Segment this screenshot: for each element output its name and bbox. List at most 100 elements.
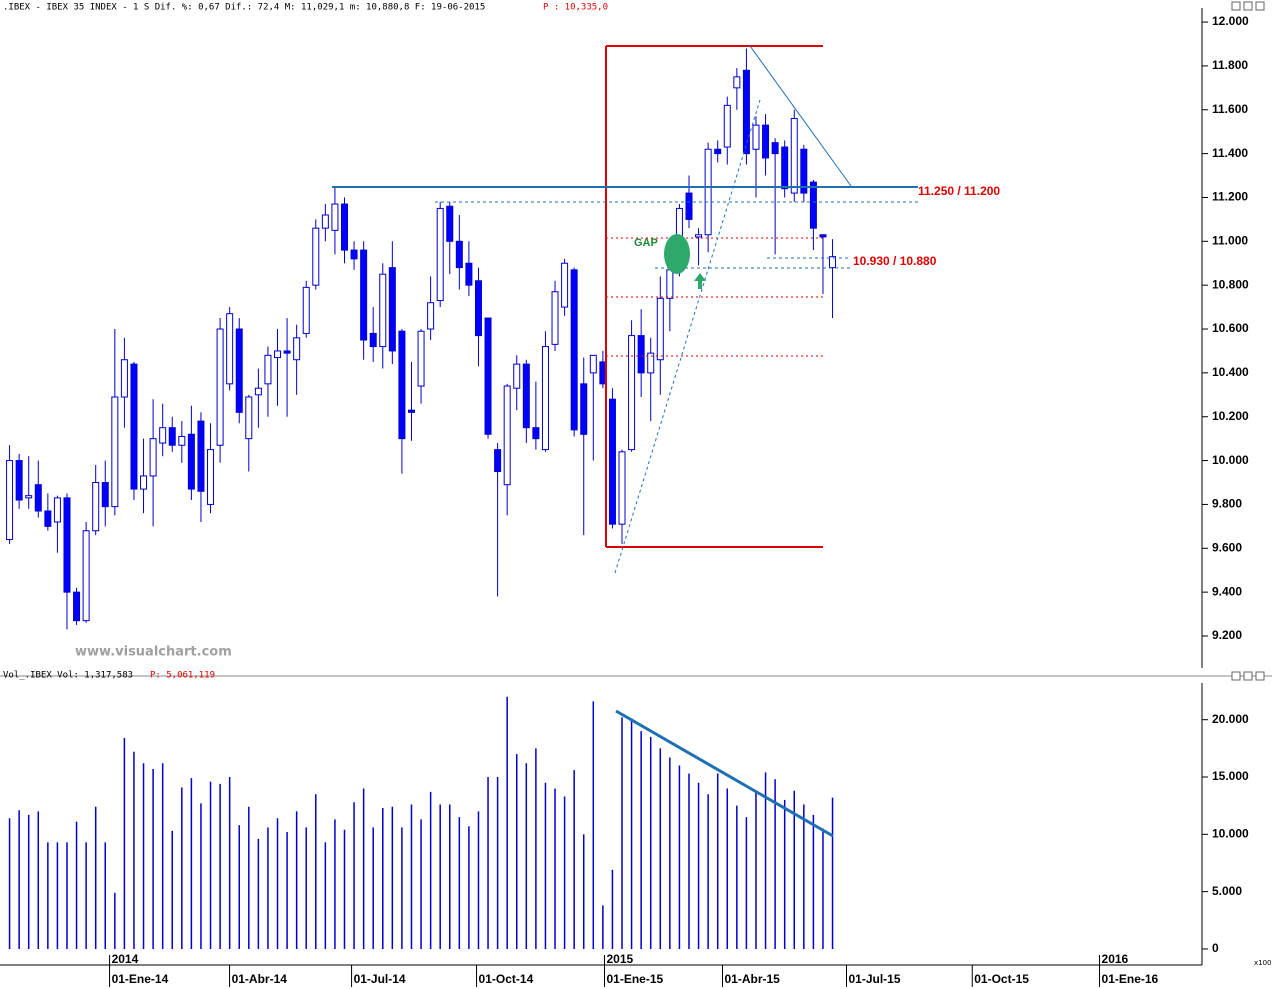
volume-trend-line [615,709,834,838]
candle-body [216,328,224,446]
candle-body [589,354,597,374]
candle-body [34,484,42,512]
x-tick-label: 01-Abr-15 [724,972,780,986]
candle-body [484,317,492,435]
icon[interactable] [1255,671,1265,681]
candle-body [25,495,33,499]
candle-body [140,475,148,490]
x-tick-label: 01-Ene-16 [1102,972,1159,986]
y-tick-label: 10.000 [1212,826,1249,840]
candle-body [608,398,616,525]
annotation-label: GAP [634,237,658,249]
candle-body [570,269,578,431]
y-tick-label: 9.200 [1212,628,1242,642]
icon[interactable] [1243,671,1253,681]
candle-body [293,337,301,361]
candle-body [733,76,741,89]
candle-body [647,352,655,374]
candle-body [130,363,138,490]
candle-body [685,192,693,220]
y-tick-label: 11.200 [1212,190,1248,204]
gap-marker [664,234,690,274]
candle-body [771,142,779,155]
candle-body [187,433,195,490]
candle-body [513,363,521,389]
icon[interactable] [1231,1,1241,11]
scale-note: x100 [1254,959,1272,967]
candle-body [302,286,310,334]
icon[interactable] [1231,671,1241,681]
candle-body [541,346,549,451]
trend-line [614,99,761,574]
annotations [332,45,918,838]
chart-subtitle: P : 10,335,0 [543,3,608,13]
candle-body [618,451,626,525]
candle-body [427,302,435,330]
icon[interactable] [1255,1,1265,11]
y-tick-label: 10.400 [1212,365,1249,379]
candle-body [73,591,81,622]
candle-body [446,205,454,242]
candle-body [407,409,415,413]
candle-body [637,335,645,374]
trend-line [749,45,852,187]
candle-body [800,148,808,194]
year-label: 2014 [112,952,139,966]
candle-body [159,427,167,444]
annotation-label: 10.930 / 10.880 [853,254,937,268]
candle-body [82,530,90,622]
candle-body [245,396,253,440]
x-tick-label: 01-Jul-14 [354,972,406,986]
candle-body [465,262,473,286]
y-tick-label: 9.600 [1212,540,1242,554]
candle-body [226,313,234,385]
x-tick-label: 01-Oct-15 [974,972,1029,986]
y-tick-label: 20.000 [1212,712,1249,726]
candle-body [628,335,636,451]
y-tick-label: 11.600 [1212,102,1248,116]
candle-body [388,267,396,352]
volume-subtitle: P: 5,061,119 [150,671,215,681]
candle-body [283,350,291,354]
candle-body [551,291,559,345]
y-tick-label: 12.000 [1212,14,1249,28]
candle-body [92,482,100,532]
candle-body [762,124,770,159]
candle-body [599,361,607,385]
year-label: 2015 [606,952,633,966]
y-tick-label: 10.600 [1212,321,1249,335]
candle-body [436,207,444,302]
candle-body [742,69,750,155]
y-tick-label: 0 [1212,941,1219,955]
candle-body [6,460,14,541]
year-label: 2016 [1102,952,1129,966]
watermark: www.visualchart.com [75,645,232,660]
candle-body [15,460,23,501]
candle-body [417,330,425,387]
x-tick-label: 01-Oct-14 [479,972,534,986]
candle-body [53,497,61,523]
candle-body [503,385,511,486]
candle-body [331,203,339,231]
candle-body [120,359,128,398]
volume-title: Vol_.IBEX Vol: 1,317,583 [3,671,133,681]
gap-arrow [694,273,706,289]
candle-body [666,269,674,299]
candle-body [369,332,377,348]
candle-body [809,181,817,229]
candle-body [149,438,157,477]
y-tick-label: 11.400 [1212,146,1248,160]
candle-body [168,427,176,446]
candle-body [561,262,569,308]
candle-body [704,148,712,236]
candle-body [522,363,530,429]
x-tick-label: 01-Ene-15 [606,972,663,986]
panel-icons [1231,1,1265,681]
candle-body [714,148,722,155]
candle-body [178,435,186,446]
candle-body [197,420,205,492]
chart-title: .IBEX - IBEX 35 INDEX - 1 S Dif. %: 0,67… [3,3,485,13]
icon[interactable] [1243,1,1253,11]
candle-body [44,510,52,527]
